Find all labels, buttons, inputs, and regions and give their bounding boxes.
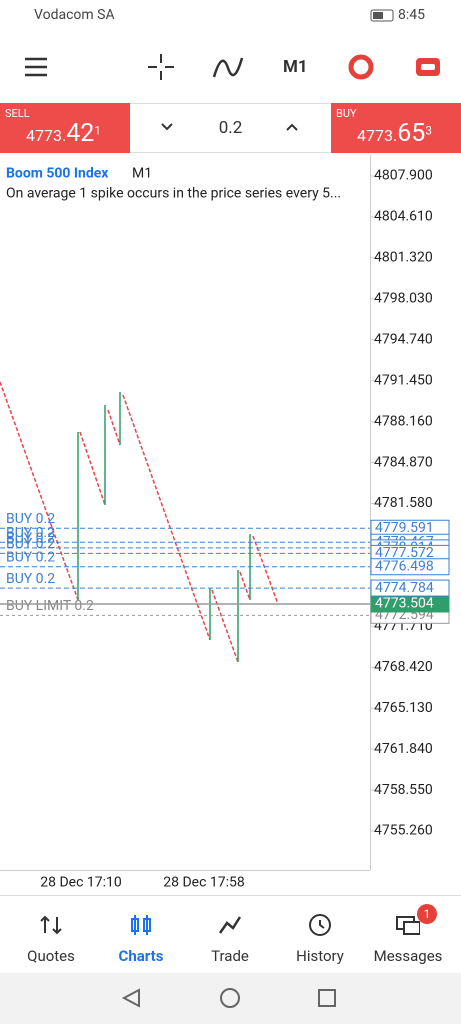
sell-price-sup: 1 — [94, 123, 102, 138]
volume-up[interactable] — [285, 122, 299, 132]
menu-icon[interactable] — [25, 57, 47, 77]
y-tick-label: 4761.840 — [374, 741, 433, 757]
volume-control: 0.2 — [130, 103, 331, 153]
buy-price-main: 4773. — [357, 126, 398, 145]
nav-icon — [40, 915, 62, 935]
recents[interactable] — [318, 989, 336, 1007]
chart-timeframe: M1 — [132, 166, 152, 182]
messages-badge: 1 — [417, 904, 437, 924]
sell-button[interactable]: SELL 4773.421 — [0, 103, 130, 153]
nav-item[interactable]: History — [275, 896, 365, 974]
bear-candles — [0, 381, 279, 663]
y-tick-label: 4784.870 — [374, 454, 433, 470]
order-label: BUY 0.2 — [6, 525, 55, 541]
crosshair-icon[interactable] — [148, 54, 174, 80]
objects-icon-inner — [421, 64, 435, 70]
nav-icon — [396, 916, 420, 935]
y-tick-label: 4768.420 — [374, 659, 433, 675]
description: On average 1 spike occurs in the price s… — [6, 186, 341, 202]
volume-down[interactable] — [160, 122, 174, 132]
x-tick-label: 28 Dec 17:10 — [40, 875, 122, 891]
buy-button[interactable]: BUY 4773.653 — [331, 103, 461, 153]
nav-label: History — [296, 947, 344, 965]
price-label: 4773.504 — [375, 596, 434, 612]
sell-label: SELL — [5, 107, 30, 120]
nav-icon — [218, 916, 242, 934]
buy-limit-label: BUY LIMIT 0.2 — [6, 598, 94, 614]
nav-label: Trade — [211, 947, 249, 965]
toolbar — [25, 54, 440, 80]
y-tick-label: 4794.740 — [374, 331, 433, 347]
clock: 8:45 — [398, 7, 425, 23]
y-tick-label: 4788.160 — [374, 413, 433, 429]
y-tick-label: 4765.130 — [374, 700, 433, 716]
trade-icon[interactable] — [348, 54, 374, 80]
chart: Boom 500 Index M1 On average 1 spike occ… — [0, 155, 450, 891]
price-label: 4779.591 — [375, 520, 434, 536]
system-nav — [0, 973, 461, 1024]
price-box — [370, 579, 450, 597]
timeframe-button[interactable]: M1 — [283, 57, 308, 77]
bottom-nav: Quotes Charts Trade History Messages 1 — [0, 895, 461, 974]
buy-price-sup: 3 — [425, 123, 433, 138]
nav-label: Charts — [118, 947, 164, 965]
order-label: BUY 0.2 — [6, 511, 55, 527]
buy-price: 4773.653 — [357, 119, 432, 148]
price-label: 4774.784 — [375, 580, 434, 596]
price-series — [0, 381, 279, 663]
order-label: BUY 0.2 — [6, 571, 55, 587]
nav-icon — [131, 915, 151, 935]
y-tick-label: 4781.580 — [374, 495, 433, 511]
y-tick-label: 4755.260 — [374, 823, 433, 839]
home[interactable] — [220, 988, 240, 1008]
x-tick-label: 28 Dec 17:58 — [163, 875, 245, 891]
y-tick-label: 4801.320 — [374, 250, 433, 266]
volume[interactable]: 0.2 — [218, 118, 243, 138]
y-tick-label: 4807.900 — [374, 168, 433, 184]
sell-price: 4773.421 — [26, 119, 101, 148]
nav-item[interactable]: Charts — [96, 896, 186, 974]
bull-candles — [77, 392, 251, 662]
indicators-icon[interactable] — [212, 57, 244, 78]
nav-item[interactable]: Messages — [363, 896, 453, 974]
y-tick-label: 4758.550 — [374, 782, 433, 798]
y-tick-label: 4791.450 — [374, 372, 433, 388]
nav-item[interactable]: Trade — [185, 896, 275, 974]
y-tick-label: 4798.030 — [374, 291, 433, 307]
price-label: 4776.498 — [375, 558, 434, 574]
nav-label: Quotes — [27, 947, 75, 965]
buy-label: BUY — [336, 107, 357, 120]
sell-price-big: 42 — [66, 119, 95, 148]
order-label: BUY 0.2 — [6, 536, 55, 552]
buy-price-big: 65 — [397, 119, 426, 148]
nav-item[interactable]: Quotes — [6, 896, 96, 974]
carrier: Vodacom SA — [34, 7, 115, 23]
nav-label: Messages — [373, 947, 443, 965]
y-tick-label: 4804.610 — [374, 209, 433, 225]
system-nav-icons — [121, 988, 336, 1008]
nav-icon — [309, 914, 331, 936]
symbol: Boom 500 Index — [6, 166, 109, 182]
sell-price-main: 4773. — [26, 126, 67, 145]
price-box — [370, 558, 450, 576]
battery — [370, 9, 394, 22]
price-label: 4777.572 — [375, 545, 434, 561]
order-label: BUY 0.2 — [6, 549, 55, 565]
back[interactable] — [121, 988, 140, 1008]
order-label: BUY 0.2 — [6, 531, 55, 547]
